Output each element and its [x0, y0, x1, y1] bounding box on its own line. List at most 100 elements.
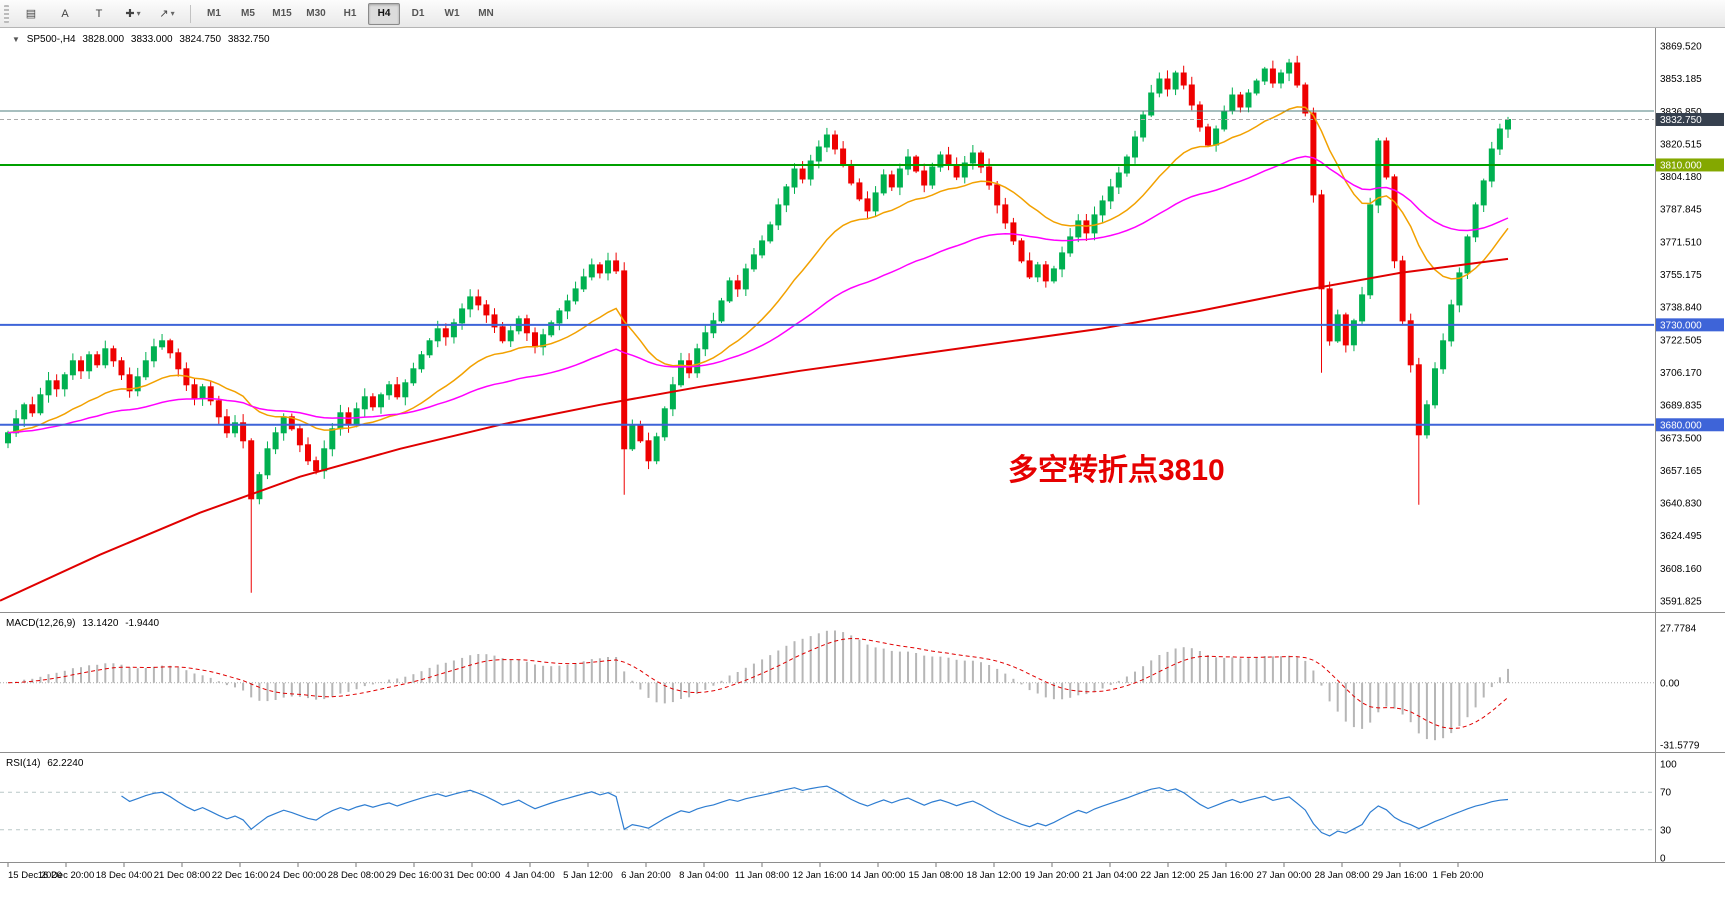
candle — [856, 178, 863, 202]
timeframe-button-d1[interactable]: D1 — [411, 8, 425, 19]
candle — [402, 379, 409, 406]
macd-scale-label: 27.7784 — [1660, 624, 1697, 635]
candle — [1205, 123, 1211, 148]
time-axis-label: 28 Jan 08:00 — [1315, 870, 1370, 881]
timeframe-button-m30[interactable]: M30 — [306, 8, 326, 19]
time-axis-label: 19 Jan 20:00 — [1025, 870, 1080, 881]
candle — [1350, 318, 1357, 352]
candle — [945, 146, 952, 171]
time-axis-label: 22 Jan 12:00 — [1141, 870, 1196, 881]
candle — [718, 297, 725, 324]
candle — [1480, 178, 1487, 212]
price-axis-label: 3853.185 — [1660, 74, 1702, 85]
dropdown-caret-icon[interactable]: ▾ — [136, 9, 141, 18]
candle — [613, 252, 620, 274]
price-axis-label: 3624.495 — [1660, 531, 1702, 542]
candle — [1083, 214, 1090, 241]
candle — [232, 415, 238, 438]
candle — [361, 388, 368, 418]
candle — [507, 325, 514, 347]
candle — [986, 158, 993, 190]
timeframe-button-m15[interactable]: M15 — [272, 8, 292, 19]
candle — [742, 263, 749, 296]
high-value: 3833.000 — [130, 34, 173, 45]
candle — [832, 130, 838, 155]
time-axis-label: 6 Jan 20:00 — [621, 870, 671, 881]
candle — [1399, 255, 1406, 325]
price-axis-label: 3640.830 — [1660, 499, 1702, 510]
dropdown-caret-icon[interactable]: ▾ — [170, 9, 175, 18]
macd-scale-label: -31.5779 — [1660, 741, 1700, 752]
candle — [588, 258, 595, 281]
time-axis-label: 1 Feb 20:00 — [1433, 870, 1484, 881]
candle — [726, 277, 733, 303]
timeframe-button-m1[interactable]: M1 — [207, 8, 221, 19]
candle — [378, 392, 384, 414]
time-axis-label: 28 Dec 08:00 — [328, 870, 385, 881]
timeframe-button-mn[interactable]: MN — [478, 8, 494, 19]
price-tag — [1656, 418, 1724, 432]
candle — [150, 338, 157, 368]
candle — [167, 338, 174, 359]
candle — [767, 221, 774, 244]
candle — [175, 348, 182, 377]
candle — [1132, 130, 1138, 164]
candle — [1156, 72, 1163, 98]
candle — [1229, 87, 1236, 115]
candle — [467, 289, 474, 318]
candle — [605, 252, 611, 281]
candle — [134, 367, 141, 397]
crosshair-tool-button[interactable]: ✚ ▾ — [125, 8, 141, 20]
price-axis-label: 3657.165 — [1660, 466, 1702, 477]
time-axis-label: 4 Jan 04:00 — [505, 870, 555, 881]
timeframe-button-h1[interactable]: H1 — [343, 8, 357, 19]
price-axis-label: 3771.510 — [1660, 237, 1702, 248]
candle — [994, 181, 1001, 214]
candle — [296, 424, 303, 453]
toolbar-grip[interactable] — [4, 4, 9, 23]
candle — [1245, 89, 1252, 113]
candle — [1278, 69, 1284, 89]
candle — [126, 367, 133, 398]
candle — [921, 163, 928, 193]
macd-title: MACD(12,26,9) — [6, 618, 76, 629]
candle — [37, 387, 44, 416]
timeframe-button-w1[interactable]: W1 — [444, 8, 460, 19]
candle — [564, 294, 571, 320]
price-tag — [1656, 318, 1724, 332]
cursor-tool-button[interactable]: A — [61, 7, 69, 20]
price-axis-label: 3591.825 — [1660, 597, 1702, 608]
text-tool-button[interactable]: T — [95, 7, 103, 20]
macd-histogram — [15, 630, 1509, 741]
candle — [572, 281, 579, 305]
annotation-text[interactable]: 多空转折点3810 — [1008, 454, 1225, 487]
time-axis-label: 27 Jan 00:00 — [1257, 870, 1312, 881]
candle — [353, 402, 360, 428]
candle — [1318, 189, 1325, 373]
candle — [1164, 70, 1171, 97]
candle — [872, 186, 879, 217]
chart-canvas[interactable]: 3869.520 3853.185 3836.850 3820.515 3804.180… — [0, 28, 1725, 898]
candle — [1091, 206, 1098, 241]
candle — [1213, 125, 1220, 152]
toolbar-separator — [190, 4, 191, 23]
chart-window-icon[interactable]: ▤ — [25, 8, 37, 20]
candle — [102, 340, 109, 369]
current-price-tag-label: 3832.750 — [1660, 115, 1702, 126]
candle — [1172, 70, 1179, 96]
candle — [540, 328, 547, 356]
candle — [694, 343, 701, 378]
timeframe-button-m5[interactable]: M5 — [241, 8, 255, 19]
rsi-title: RSI(14) — [6, 758, 41, 769]
candle — [256, 471, 263, 505]
indicators-button[interactable]: ↗ ▾ — [159, 8, 175, 20]
candle — [142, 352, 149, 381]
price-tag-label: 3810.000 — [1660, 160, 1702, 171]
candle — [815, 140, 822, 169]
time-axis-label: 5 Jan 12:00 — [563, 870, 613, 881]
candle — [1034, 261, 1041, 283]
timeframe-button-h4[interactable]: H4 — [368, 2, 400, 25]
candle — [1464, 234, 1471, 279]
one-click-trading-icon[interactable]: ▼ — [12, 35, 20, 44]
candle — [442, 323, 449, 346]
